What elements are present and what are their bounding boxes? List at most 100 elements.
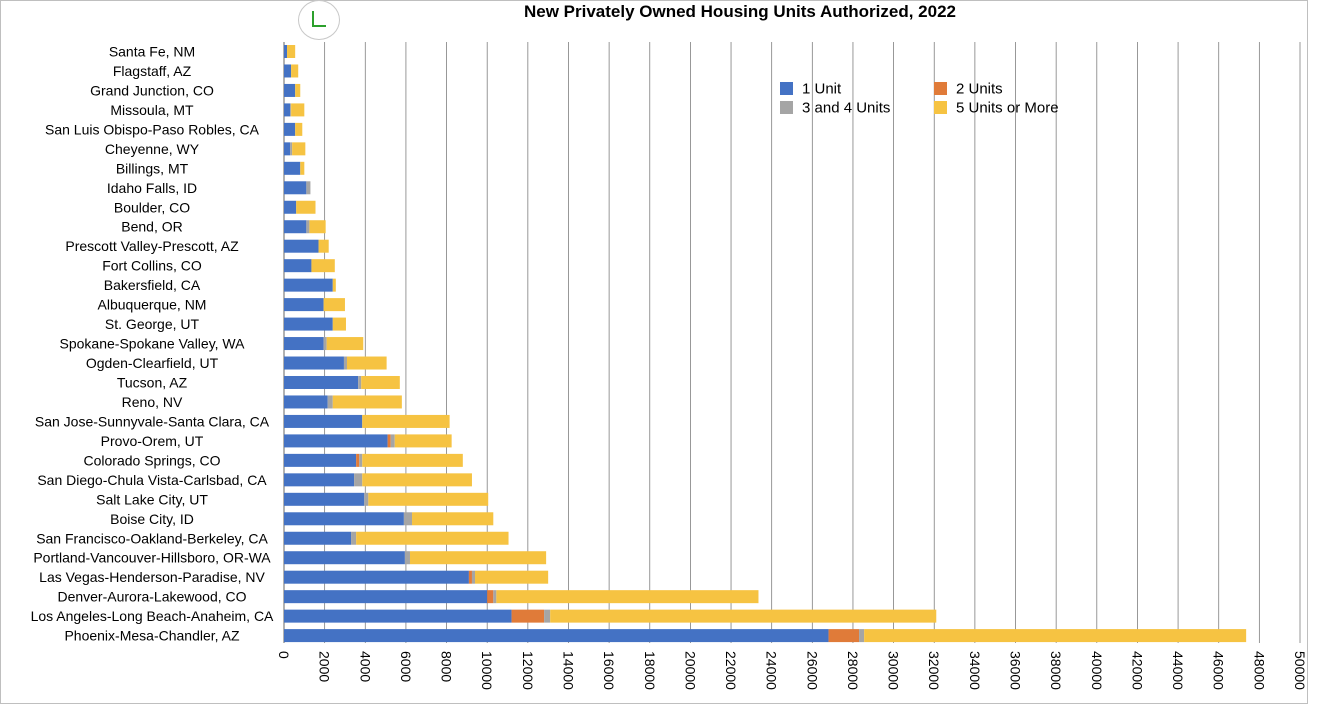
- x-tick-label: 40000: [1089, 651, 1105, 690]
- category-label: Grand Junction, CO: [90, 82, 214, 98]
- bar-segment: [306, 181, 311, 195]
- x-tick-label: 50000: [1292, 651, 1308, 690]
- bar-segment: [284, 298, 324, 312]
- bar-segment: [356, 453, 360, 467]
- chart-title: New Privately Owned Housing Units Author…: [523, 2, 956, 21]
- bar-segment: [284, 200, 297, 214]
- bar-segment: [468, 570, 472, 584]
- category-labels: Santa Fe, NM Flagstaff, AZ Grand Junction,…: [31, 44, 274, 644]
- category-label: Missoula, MT: [110, 102, 194, 118]
- chart-resize-handle[interactable]: [298, 0, 340, 40]
- bar-segment: [323, 337, 327, 351]
- bar-segment: [284, 259, 312, 273]
- bar-segment: [284, 551, 405, 565]
- bar-segment: [284, 375, 359, 389]
- category-label: Colorado Springs, CO: [84, 452, 221, 468]
- bar-segment: [284, 122, 296, 136]
- x-tick-label: 12000: [520, 651, 536, 690]
- category-label: Bend, OR: [121, 219, 182, 235]
- bar-segment: [403, 512, 413, 526]
- legend-label: 5 Units or More: [956, 100, 1059, 117]
- x-tick-label: 16000: [601, 651, 617, 690]
- category-label: Ogden-Clearfield, UT: [86, 355, 219, 371]
- bar-segment: [284, 161, 301, 175]
- bar-segment: [544, 609, 551, 623]
- bar-segment: [284, 356, 344, 370]
- bar-segment: [550, 609, 937, 623]
- bar-segment: [346, 356, 387, 370]
- category-label: Portland-Vancouver-Hillsboro, OR-WA: [33, 550, 271, 566]
- x-tick-label: 24000: [764, 651, 780, 690]
- bar-segment: [390, 434, 395, 448]
- bar-segment: [351, 531, 357, 545]
- x-tick-label: 44000: [1170, 651, 1186, 690]
- bar-segment: [284, 453, 357, 467]
- bar-segment: [292, 142, 306, 156]
- bar-segment: [284, 629, 829, 643]
- bar-segment: [284, 434, 388, 448]
- bar-segment: [362, 414, 450, 428]
- bar-segment: [284, 317, 333, 331]
- legend-label: 1 Unit: [802, 81, 842, 98]
- category-label: Spokane-Spokane Valley, WA: [60, 336, 246, 352]
- bar-segment: [362, 473, 472, 487]
- category-label: Salt Lake City, UT: [96, 491, 208, 507]
- bar-segment: [332, 395, 402, 409]
- bar-segment: [284, 83, 296, 97]
- bar-segment: [359, 453, 363, 467]
- bar-segment: [284, 512, 404, 526]
- category-label: Phoenix-Mesa-Chandler, AZ: [64, 628, 240, 644]
- category-label: Tucson, AZ: [117, 374, 188, 390]
- x-tick-label: 2000: [317, 651, 333, 682]
- bar-segment: [354, 473, 363, 487]
- bar-segment: [358, 375, 362, 389]
- category-label: Prescott Valley-Prescott, AZ: [65, 238, 239, 254]
- bar-segment: [284, 590, 488, 604]
- x-tick-label: 14000: [560, 651, 576, 690]
- bar-segment: [387, 434, 391, 448]
- x-tick-label: 22000: [723, 651, 739, 690]
- x-tick-label: 26000: [804, 651, 820, 690]
- x-tick-label: 18000: [642, 651, 658, 690]
- bar-segment: [284, 45, 288, 58]
- bar-segment: [332, 278, 336, 292]
- bar-segment: [284, 239, 319, 253]
- bar-segment: [361, 375, 400, 389]
- legend-swatch: [780, 82, 793, 95]
- bar-segment: [306, 220, 310, 234]
- bar-segment: [295, 122, 303, 136]
- bar-segment: [475, 570, 549, 584]
- category-label: San Francisco-Oakland-Berkeley, CA: [36, 530, 268, 546]
- bar-segment: [296, 200, 316, 214]
- category-label: San Luis Obispo-Paso Robles, CA: [45, 121, 260, 137]
- bar-segment: [311, 259, 335, 273]
- category-label: Albuquerque, NM: [98, 297, 207, 313]
- category-label: San Jose-Sunnyvale-Santa Clara, CA: [35, 413, 270, 429]
- bar-segment: [362, 453, 463, 467]
- bar-segment: [332, 317, 346, 331]
- corner-mark-icon: [312, 11, 326, 27]
- category-label: Idaho Falls, ID: [107, 180, 197, 196]
- bar-segment: [284, 64, 292, 78]
- x-tick-label: 32000: [926, 651, 942, 690]
- bar-segment: [284, 181, 307, 195]
- category-label: Denver-Aurora-Lakewood, CO: [57, 589, 246, 605]
- bar-segment: [290, 142, 293, 156]
- bar-segment: [859, 629, 865, 643]
- x-tick-label: 28000: [845, 651, 861, 690]
- bar-segment: [323, 298, 345, 312]
- bar-segment: [409, 551, 547, 565]
- x-tick-label: 4000: [357, 651, 373, 682]
- x-tick-labels: 0 2000 4000 6000 8000 10000 12000 14000 16000 180…: [276, 651, 1308, 690]
- bar-segment: [284, 473, 355, 487]
- legend-swatch: [934, 101, 947, 114]
- bar-segment: [487, 590, 494, 604]
- x-tick-label: 8000: [439, 651, 455, 682]
- category-label: St. George, UT: [105, 316, 200, 332]
- bar-segment: [394, 434, 452, 448]
- category-label: Boise City, ID: [110, 511, 194, 527]
- bar-segment: [284, 609, 512, 623]
- x-tick-label: 48000: [1251, 651, 1267, 690]
